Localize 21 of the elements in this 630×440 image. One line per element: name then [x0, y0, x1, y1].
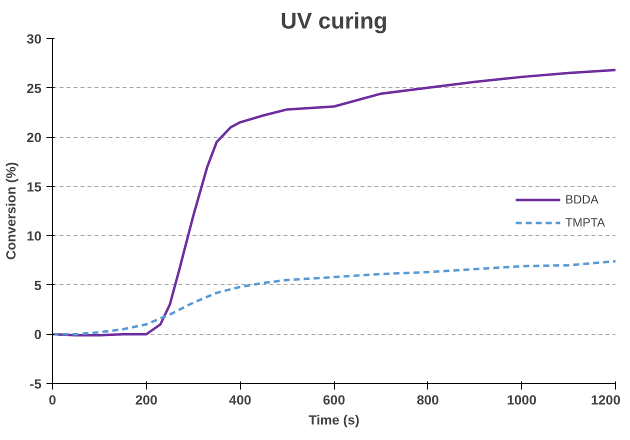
y-tick-label: 20 [26, 130, 42, 146]
line-series [52, 260, 616, 336]
x-tick-label: 1000 [506, 392, 536, 408]
x-tick-label: 800 [416, 392, 439, 408]
y-tick-label: 15 [26, 179, 42, 194]
x-tick-label: 0 [48, 392, 56, 408]
y-axis-title: Conversion (%) [4, 162, 19, 260]
x-tick-label: 200 [135, 392, 158, 408]
y-tick-label: -5 [30, 376, 42, 392]
x-axis-title: Time (s) [308, 412, 360, 428]
x-tick-label: 600 [322, 392, 346, 408]
y-tick-label: 30 [26, 32, 42, 46]
chart-title: UV curing [280, 8, 388, 34]
legend-label: BDDA [565, 192, 599, 206]
x-tick-label: 400 [229, 392, 252, 408]
legend-label: TMPTA [565, 215, 605, 229]
y-tick-label: 25 [26, 80, 42, 96]
y-tick-label: 5 [34, 278, 42, 293]
y-tick-label: 10 [26, 228, 42, 244]
y-tick-label: 0 [34, 327, 42, 342]
x-tick-label: 1200 [590, 392, 621, 408]
